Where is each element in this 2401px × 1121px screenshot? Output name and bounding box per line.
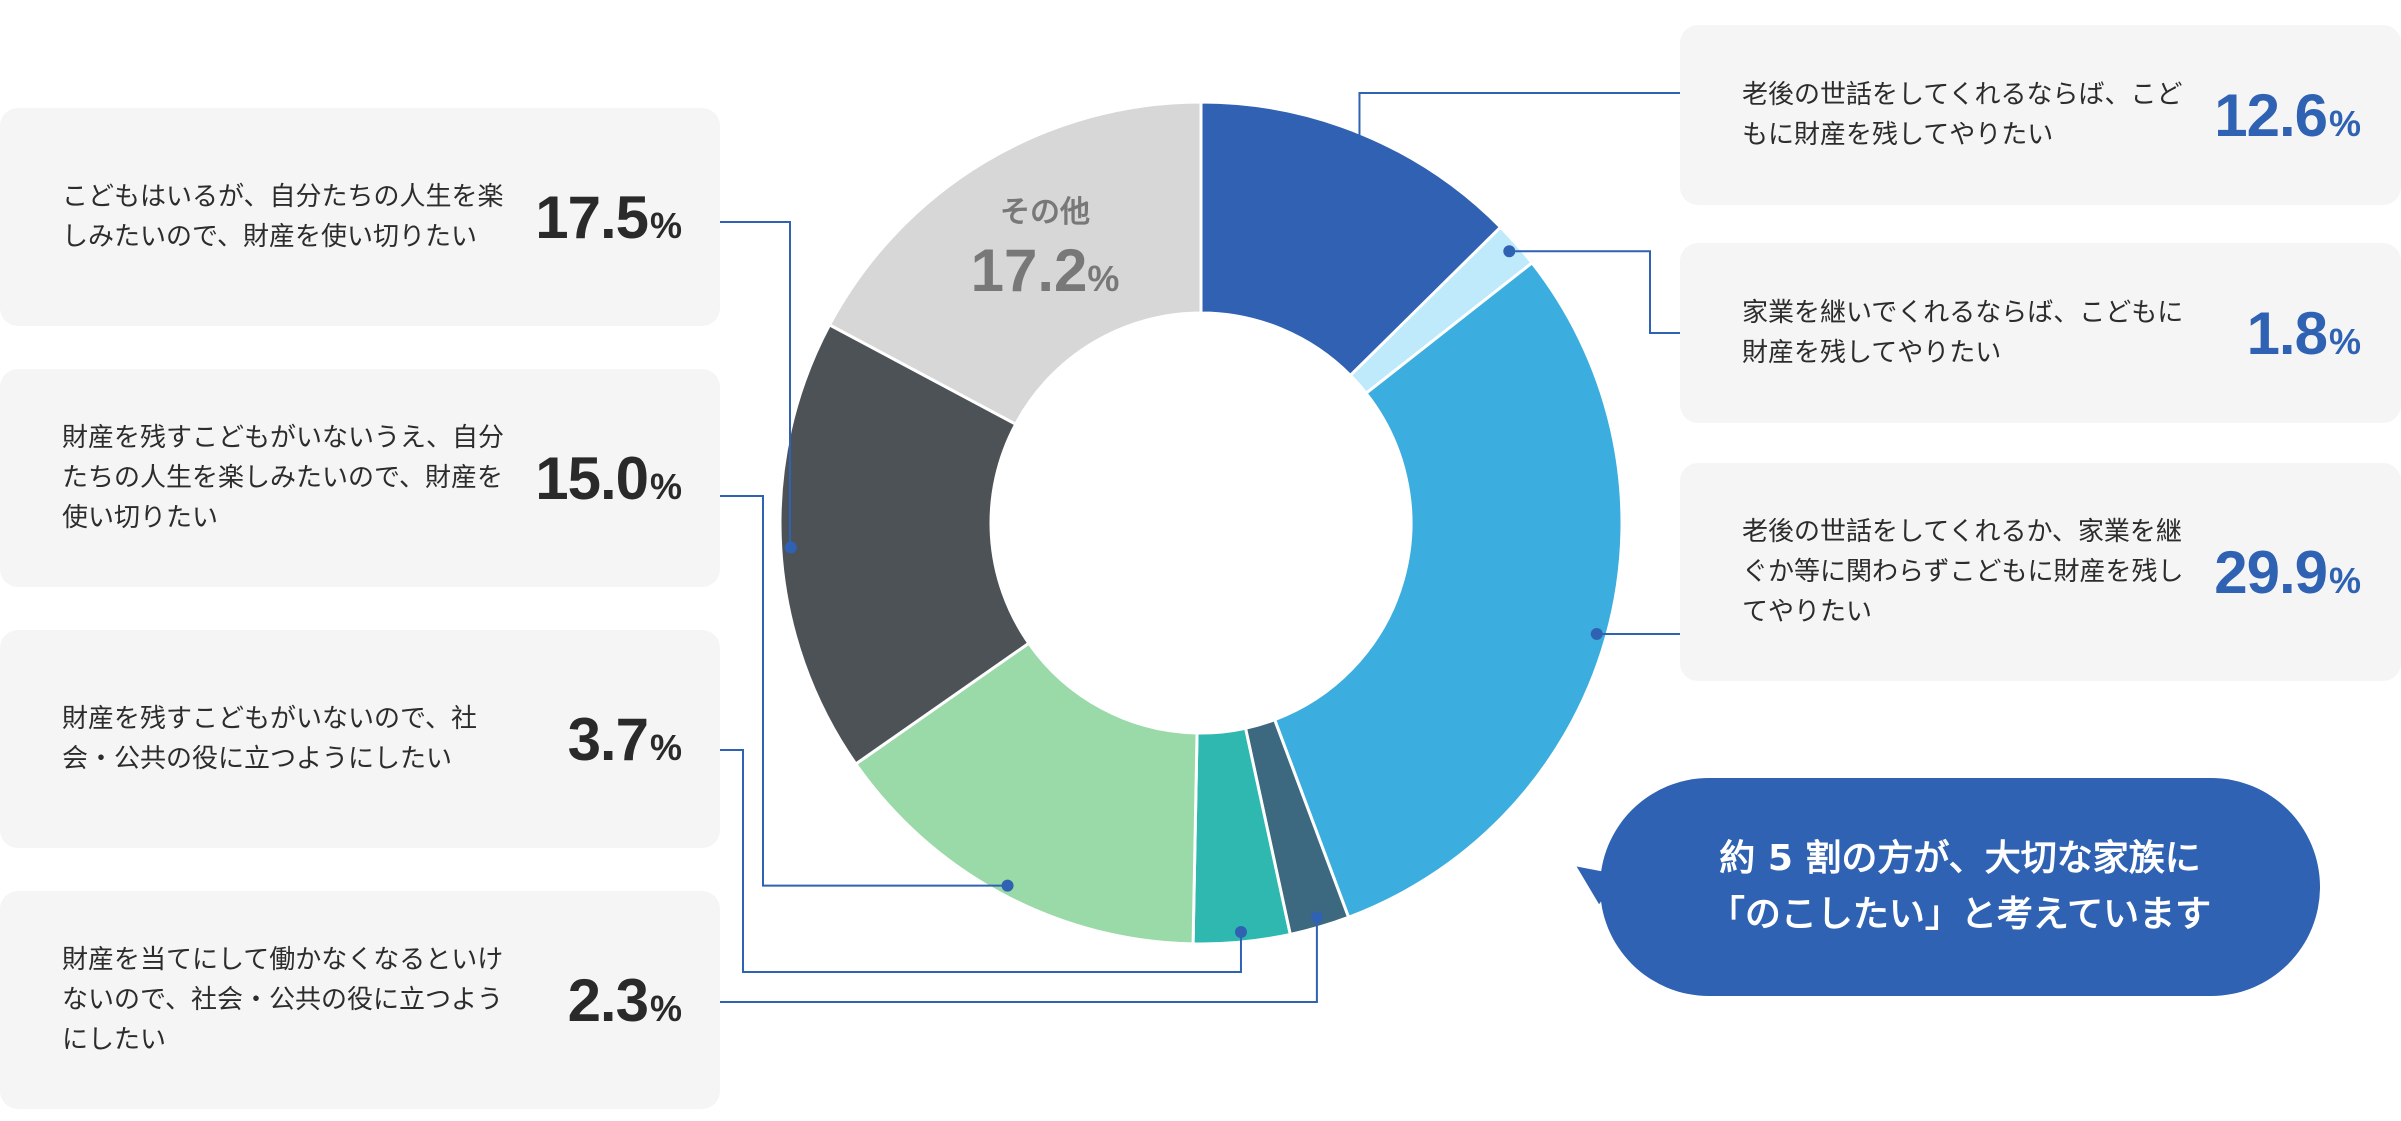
card-label: こどもはいるが、自分たちの人生を楽しみたいので、財産を使い切りたい — [62, 182, 504, 252]
connector-not-idle — [720, 917, 1318, 1003]
card-value: 2.3% — [567, 966, 682, 1034]
card-child-enjoy: こどもはいるが、自分たちの人生を楽しみたいので、財産を使い切りたい 17.5% — [0, 108, 720, 326]
card-business-inherit: 家業を継いでくれるならば、こどもに財産を残してやりたい 1.8% — [1680, 243, 2401, 423]
connector-dot-no-child-public — [1234, 926, 1247, 939]
callout-bubble: 約 5 割の方が、大切な家族に 「のこしたい」と考えています — [1600, 778, 2320, 996]
card-value: 29.9% — [2214, 538, 2361, 606]
connector-dot-no-child-enjoy — [1001, 879, 1014, 892]
card-no-child-enjoy: 財産を残すこどもがいないうえ、自分たちの人生を楽しみたいので、財産を使い切りたい… — [0, 369, 720, 587]
card-value: 12.6% — [2214, 81, 2361, 149]
connector-dot-unconditional-inherit — [1590, 627, 1603, 640]
card-not-idle: 財産を当てにして働かなくなるといけないので、社会・公共の役に立つようにしたい 2… — [0, 891, 720, 1109]
donut-slice-no-child-enjoy — [853, 641, 1199, 946]
donut-slice-child-enjoy — [778, 322, 1031, 767]
connector-dot-business-inherit — [1503, 245, 1516, 258]
card-value: 1.8% — [2246, 299, 2361, 367]
donut-slices — [778, 100, 1624, 946]
connector-care-inherit — [1358, 92, 1680, 144]
card-value: 3.7% — [567, 705, 682, 773]
connector-no-child-public — [720, 749, 1242, 973]
other-slice-label: その他 17.2% — [930, 188, 1160, 312]
callout-line-1: 約 5 割の方が、大切な家族に — [1719, 838, 2201, 879]
card-label: 財産を残すこどもがいないうえ、自分たちの人生を楽しみたいので、財産を使い切りたい — [62, 423, 505, 533]
connector-lines — [720, 92, 1680, 1003]
connector-dot-not-idle — [1310, 911, 1323, 924]
connector-no-child-enjoy — [720, 495, 1008, 887]
card-label: 家業を継いでくれるならば、こどもに財産を残してやりたい — [1742, 298, 2184, 368]
other-slice-value: 17.2% — [970, 237, 1120, 304]
other-slice-name: その他 — [1000, 195, 1090, 230]
connector-business-inherit — [1509, 250, 1680, 334]
donut-slice-other — [827, 100, 1203, 427]
donut-slice-care-inherit — [1199, 100, 1503, 378]
connector-dot-child-enjoy — [784, 541, 797, 554]
card-label: 財産を残すこどもがいないので、社会・公共の役に立つようにしたい — [62, 704, 477, 774]
card-label: 財産を当てにして働かなくなるといけないので、社会・公共の役に立つようにしたい — [62, 945, 504, 1055]
card-care-inherit: 老後の世話をしてくれるならば、こどもに財産を残してやりたい 12.6% — [1680, 25, 2401, 205]
card-value: 17.5% — [535, 183, 682, 251]
callout-line-2: 「のこしたい」と考えています — [1708, 894, 2212, 935]
card-label: 老後の世話をしてくれるならば、こどもに財産を残してやりたい — [1742, 80, 2183, 150]
card-unconditional-inherit: 老後の世話をしてくれるか、家業を継ぐか等に関わらずこどもに財産を残してやりたい … — [1680, 463, 2401, 681]
card-label: 老後の世話をしてくれるか、家業を継ぐか等に関わらずこどもに財産を残してやりたい — [1742, 517, 2184, 627]
donut-slice-unconditional-inherit — [1272, 260, 1624, 920]
card-value: 15.0% — [535, 444, 682, 512]
card-no-child-public: 財産を残すこどもがいないので、社会・公共の役に立つようにしたい 3.7% — [0, 630, 720, 848]
connector-dot-care-inherit — [1353, 137, 1366, 150]
